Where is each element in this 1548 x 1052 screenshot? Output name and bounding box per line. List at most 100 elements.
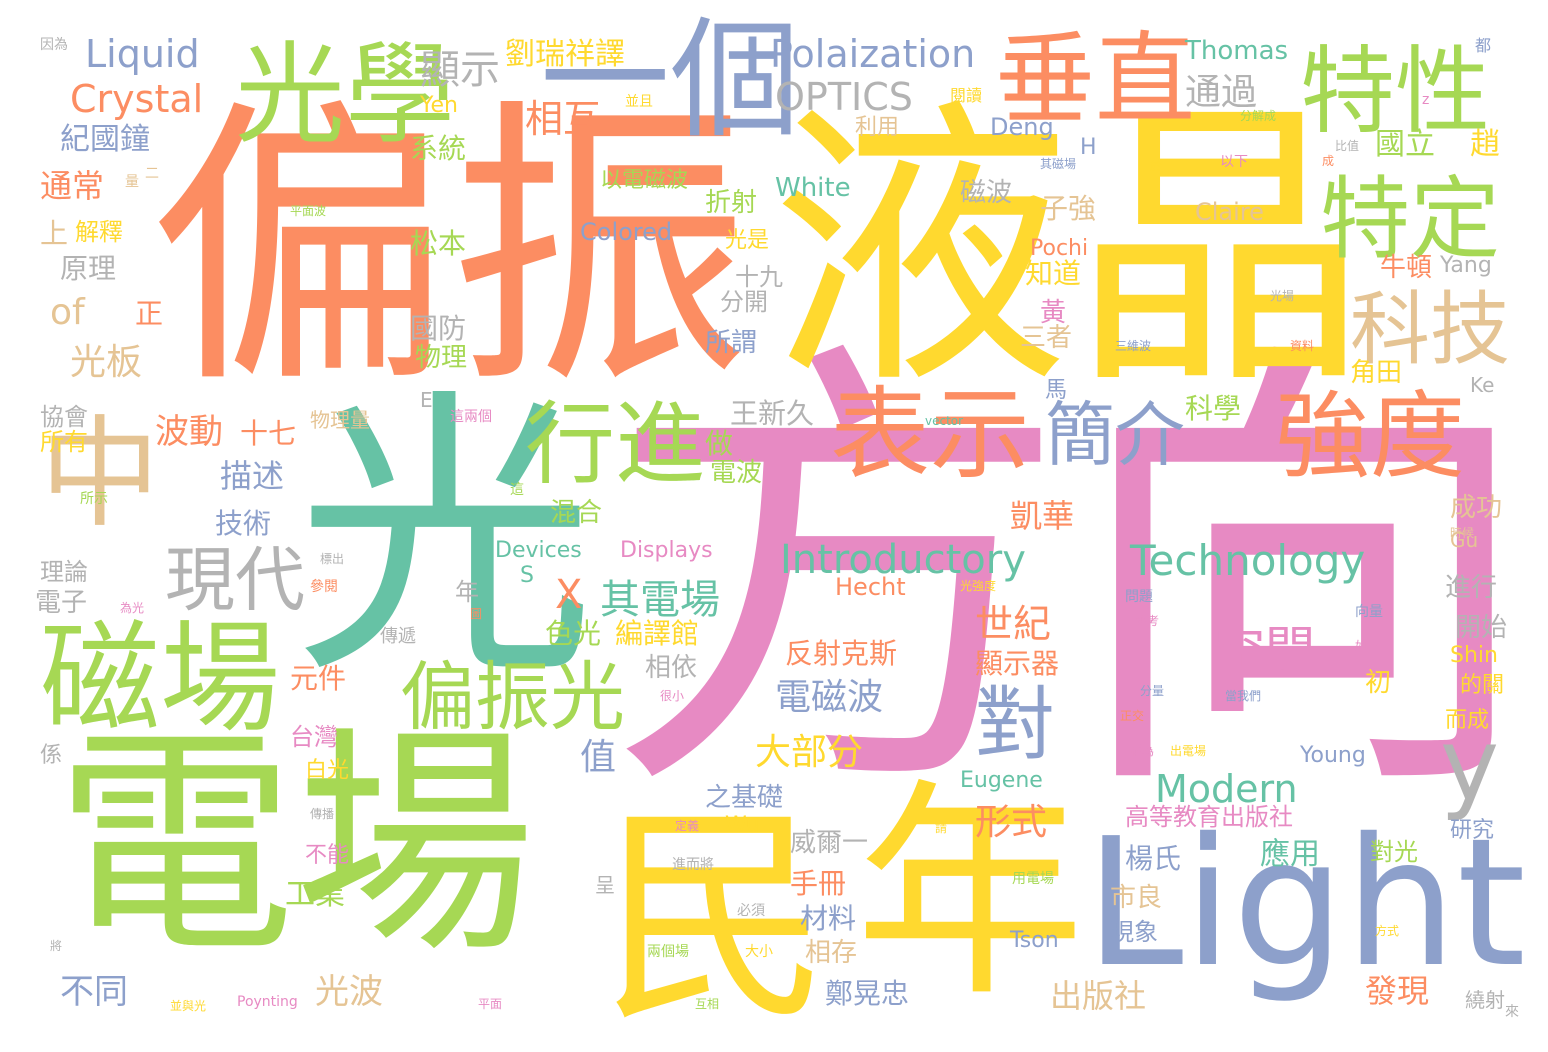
cloud-word: 元件	[290, 662, 347, 695]
cloud-word: 出版社	[1050, 977, 1147, 1015]
cloud-word: 偏振光	[400, 653, 626, 741]
cloud-word: 這兩個	[450, 409, 492, 425]
cloud-word: 王新久	[730, 397, 815, 430]
cloud-word: 成功	[1450, 493, 1503, 523]
cloud-word: 中	[40, 405, 160, 544]
cloud-word: Claire	[1195, 198, 1264, 226]
cloud-word: 強度	[1275, 382, 1466, 492]
cloud-word: 黃	[1040, 298, 1067, 328]
cloud-word: 磁場	[40, 610, 280, 749]
cloud-word: 劉瑞祥譯	[505, 37, 625, 72]
cloud-word: 波動	[155, 412, 223, 452]
cloud-word: 於	[1150, 159, 1163, 173]
cloud-word: 閱讀	[950, 86, 983, 105]
cloud-word: 科技	[1350, 283, 1510, 376]
cloud-word: 協會	[40, 403, 88, 431]
cloud-word: 紀國鐘	[60, 122, 150, 157]
cloud-word: 三者	[1020, 323, 1073, 353]
cloud-word: X	[555, 572, 583, 618]
cloud-word: Deng	[990, 113, 1054, 141]
cloud-word: 角田	[1350, 358, 1403, 388]
cloud-word: 偏振	[150, 75, 750, 424]
cloud-word: 折射	[705, 188, 758, 218]
cloud-word: 國立	[1375, 127, 1435, 162]
cloud-word: 楊氏	[1125, 842, 1182, 875]
cloud-word: 分量	[1140, 684, 1165, 698]
cloud-word: of	[50, 292, 85, 333]
cloud-word: 年	[455, 578, 479, 606]
cloud-word: vector	[925, 414, 964, 428]
cloud-word: 簡介	[1045, 394, 1185, 476]
cloud-word: 出電場	[1170, 744, 1207, 758]
cloud-word: 形式	[975, 802, 1048, 843]
cloud-word: 牛頓	[1380, 253, 1433, 283]
cloud-word: Gu	[1450, 528, 1479, 552]
cloud-word: 現象	[1110, 918, 1158, 946]
cloud-word: 稱為	[1130, 744, 1155, 758]
cloud-word: 平面	[478, 997, 503, 1011]
cloud-word: 其電場	[600, 577, 720, 623]
cloud-word: 原理	[60, 252, 117, 285]
cloud-word: 十九	[735, 263, 783, 291]
cloud-word: 電場	[55, 705, 536, 985]
cloud-word: 顯示	[420, 47, 500, 93]
cloud-word: 傳遞	[380, 626, 416, 647]
cloud-word: 光學	[235, 31, 455, 159]
cloud-word: 方式	[1375, 924, 1400, 938]
cloud-word: White	[775, 173, 851, 203]
cloud-word: 十七	[240, 417, 297, 450]
cloud-word: Poynting	[237, 994, 298, 1010]
cloud-word: 馬	[1045, 378, 1068, 403]
cloud-word: 兩個場	[647, 944, 689, 960]
cloud-word: 所謂	[705, 328, 758, 358]
cloud-word: 參考	[1135, 614, 1160, 628]
cloud-word: Pochi	[1030, 236, 1089, 261]
cloud-word: Light	[1085, 800, 1526, 1006]
cloud-word: Young	[1300, 743, 1366, 768]
cloud-word: 上	[40, 217, 69, 250]
cloud-word: 光是	[725, 228, 770, 253]
cloud-word: 台灣	[290, 723, 338, 751]
cloud-word: S	[520, 563, 534, 588]
cloud-word: 這	[510, 482, 524, 498]
cloud-word: 並與光	[170, 999, 207, 1013]
cloud-word: 光板	[70, 342, 143, 383]
cloud-word: 方向	[605, 306, 1535, 848]
cloud-word: Yang	[1440, 253, 1492, 278]
cloud-word: 呈	[595, 873, 615, 897]
cloud-word: 系統	[410, 132, 467, 165]
cloud-word: 趙	[1470, 127, 1500, 162]
cloud-word: 繞射	[1465, 988, 1505, 1012]
cloud-word: 液晶	[770, 75, 1370, 424]
cloud-word: 因為	[40, 37, 68, 53]
cloud-word: 向量	[1355, 604, 1383, 620]
cloud-word: 磁波	[960, 178, 1013, 208]
cloud-word: 進行	[1445, 573, 1498, 603]
cloud-word: 相存	[805, 938, 858, 968]
cloud-word: 必須	[737, 903, 765, 919]
cloud-word: 技術	[215, 507, 272, 540]
cloud-word: 反射克斯	[785, 637, 898, 670]
cloud-word: 現代	[165, 539, 305, 621]
cloud-word: 科學	[1185, 392, 1242, 425]
cloud-word: Liquid	[85, 32, 200, 76]
cloud-word: Crystal	[70, 77, 204, 121]
cloud-word: 分開	[720, 288, 768, 316]
cloud-word: 國防	[410, 312, 467, 345]
cloud-word: 如下	[1355, 639, 1380, 653]
cloud-word: 理論	[40, 558, 88, 586]
cloud-word: 威爾一	[790, 828, 869, 858]
cloud-word: 民	[600, 786, 831, 1052]
cloud-word: 電磁波	[775, 677, 884, 718]
cloud-word: 空間	[1215, 621, 1315, 679]
cloud-word: Modern	[1155, 767, 1298, 811]
cloud-word: 初	[1365, 668, 1392, 698]
cloud-word: 其磁場	[1040, 157, 1077, 171]
cloud-word: 請	[935, 821, 948, 835]
cloud-word: 量	[125, 174, 139, 190]
cloud-word: 一個	[540, 4, 801, 156]
cloud-word: 成	[1322, 154, 1335, 168]
cloud-word: 光場	[1270, 289, 1295, 303]
cloud-word: 相互	[525, 97, 602, 141]
